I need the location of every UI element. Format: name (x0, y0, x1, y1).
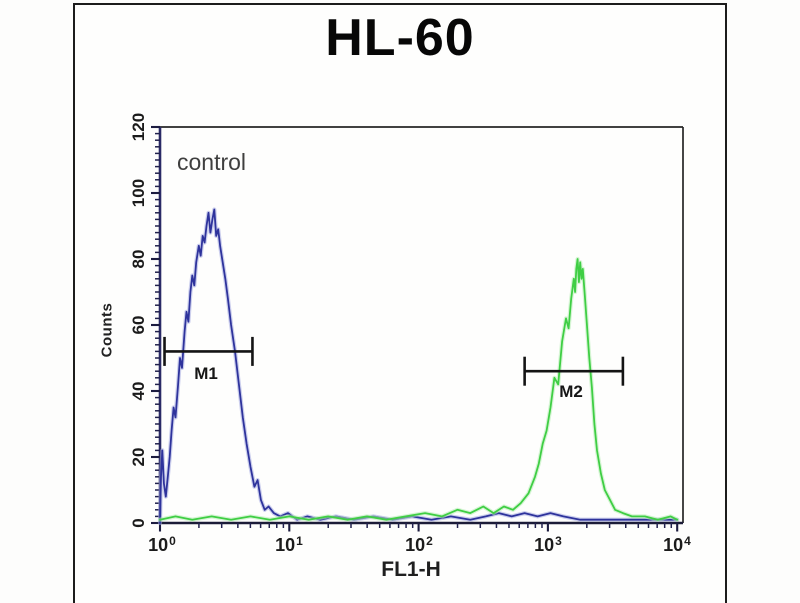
chart-title: HL-60 (325, 9, 475, 67)
y-tick-label-20: 20 (129, 447, 148, 467)
figure-border (73, 3, 727, 603)
y-tick-label-60: 60 (129, 315, 148, 335)
x-tick-label-100: 102 (405, 534, 433, 555)
stained-green-curve (159, 258, 679, 521)
y-axis-title: Counts (98, 302, 116, 358)
x-tick-label-10: 101 (275, 534, 303, 555)
marker-m2-label: M2 (559, 382, 583, 401)
x-tick-label-1000: 103 (534, 534, 562, 555)
y-tick-label-120: 120 (129, 112, 148, 142)
x-tick-label-1: 100 (148, 534, 176, 555)
y-tick-label-0: 0 (129, 518, 148, 528)
y-tick-label-100: 100 (129, 178, 148, 208)
marker-m1-label: M1 (194, 364, 218, 383)
y-tick-label-80: 80 (129, 249, 148, 269)
x-tick-label-10000: 104 (663, 534, 691, 555)
y-tick-label-40: 40 (129, 381, 148, 401)
control-blue-curve (159, 208, 679, 524)
x-axis-title: FL1-H (381, 558, 441, 581)
control-annotation: control (177, 149, 247, 175)
